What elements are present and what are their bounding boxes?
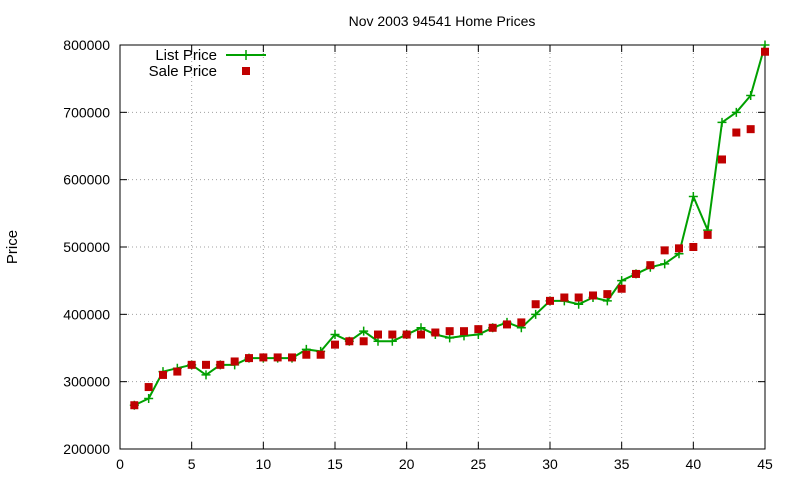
sale-price-point <box>245 354 253 363</box>
list-price-point <box>359 326 369 336</box>
axis-ticks <box>119 44 766 450</box>
sale-price-point <box>474 325 483 334</box>
x-tick-label: 40 <box>686 456 702 472</box>
sale-price-point <box>288 353 296 362</box>
sale-price-point <box>560 293 569 302</box>
chart-title: Nov 2003 94541 Home Prices <box>349 13 536 29</box>
sale-price-point <box>460 327 468 336</box>
legend: List Price Sale Price <box>149 47 266 80</box>
sale-price-point <box>675 244 683 253</box>
sale-price-point <box>302 350 311 359</box>
sale-price-point <box>159 370 167 379</box>
y-tick-label: 600000 <box>63 172 110 188</box>
sale-price-point <box>574 293 583 302</box>
list-price-point <box>201 370 211 380</box>
legend-label-list-price: List Price <box>155 47 217 64</box>
y-tick-label: 300000 <box>63 374 110 390</box>
legend-marker-list-price <box>241 50 251 60</box>
sale-price-point <box>316 350 325 359</box>
x-tick-label: 45 <box>757 456 773 472</box>
sale-price-point <box>517 318 526 327</box>
y-tick-label: 700000 <box>63 104 110 120</box>
sale-price-point <box>531 300 540 309</box>
y-tick-label: 800000 <box>63 37 110 53</box>
sale-price-point <box>632 269 640 278</box>
sale-price-point <box>331 340 339 349</box>
sale-price-point <box>374 330 382 339</box>
y-tick-labels: 200000 300000 400000 500000 600000 700000 8000… <box>63 37 110 457</box>
sale-price-point <box>230 357 239 366</box>
sale-price-point <box>703 230 712 239</box>
sale-price-point <box>130 401 139 410</box>
sale-price-point <box>617 284 626 293</box>
x-tick-label: 5 <box>188 456 196 472</box>
sale-price-point <box>431 328 440 337</box>
x-tick-label: 0 <box>116 456 124 472</box>
grid-lines <box>120 45 765 449</box>
y-tick-label: 500000 <box>63 239 110 255</box>
sale-price-point <box>646 261 655 270</box>
list-price-point <box>660 259 670 269</box>
list-price-point <box>731 107 741 117</box>
y-tick-label: 200000 <box>63 441 110 457</box>
sale-price-point <box>732 128 741 137</box>
sale-price-point <box>345 337 354 346</box>
list-price-point <box>717 117 727 127</box>
sale-price-point <box>402 330 411 339</box>
sale-price-point <box>144 383 153 392</box>
sale-price-point <box>417 330 425 339</box>
list-price-point <box>617 276 627 286</box>
sale-price-point <box>488 323 497 332</box>
sale-price-point <box>445 327 454 336</box>
x-tick-labels: 0 5 10 15 20 25 30 35 40 45 <box>116 456 773 472</box>
x-tick-label: 15 <box>327 456 343 472</box>
sale-price-point <box>589 291 597 300</box>
y-tick-label: 400000 <box>63 306 110 322</box>
sale-price-point <box>503 320 511 329</box>
list-price-point <box>688 192 698 201</box>
list-price-point <box>746 91 756 100</box>
sale-price-point <box>187 360 196 369</box>
sale-price-point <box>173 367 182 376</box>
sale-price-point <box>689 243 698 251</box>
series-layer <box>129 40 770 410</box>
x-tick-label: 20 <box>399 456 415 472</box>
y-axis-label: Price <box>4 230 21 264</box>
sale-price-point <box>546 296 554 305</box>
sale-price-point <box>202 360 210 369</box>
sale-price-point <box>273 353 282 362</box>
list-price-point <box>330 330 340 340</box>
sale-price-point <box>761 47 769 56</box>
legend-label-sale-price: Sale Price <box>149 63 217 80</box>
sale-price-point <box>603 290 612 299</box>
sale-price-point <box>746 125 755 134</box>
x-tick-label: 35 <box>614 456 630 472</box>
sale-price-point <box>388 330 397 339</box>
x-tick-label: 10 <box>256 456 272 472</box>
sale-price-point <box>660 246 669 255</box>
sale-price-point <box>359 337 368 346</box>
list-price-point <box>531 309 541 319</box>
sale-price-point <box>259 353 268 362</box>
sale-price-point <box>216 360 225 369</box>
list-price-line <box>133 44 766 407</box>
legend-marker-sale-price <box>242 67 250 75</box>
list-price-point <box>144 394 154 403</box>
x-tick-label: 30 <box>542 456 558 472</box>
x-tick-label: 25 <box>471 456 487 472</box>
sale-price-point <box>718 155 726 164</box>
